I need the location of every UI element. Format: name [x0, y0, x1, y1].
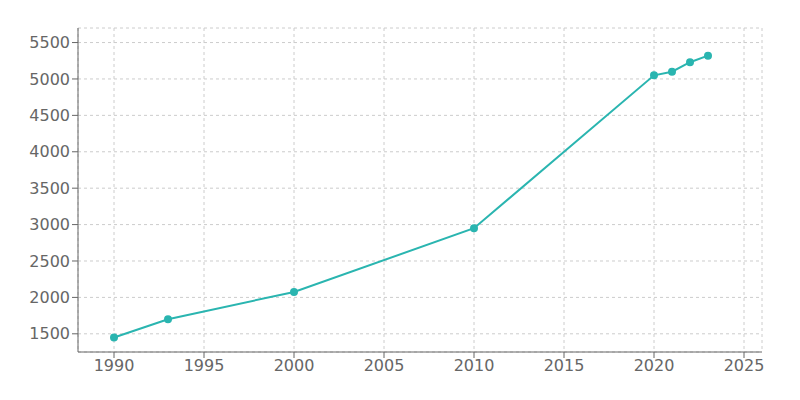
svg-text:5000: 5000	[29, 70, 70, 89]
svg-text:4500: 4500	[29, 106, 70, 125]
svg-text:4000: 4000	[29, 142, 70, 161]
svg-text:2020: 2020	[634, 356, 675, 375]
svg-text:5500: 5500	[29, 33, 70, 52]
svg-text:2010: 2010	[454, 356, 495, 375]
svg-text:2000: 2000	[29, 288, 70, 307]
svg-text:1990: 1990	[94, 356, 135, 375]
svg-text:2500: 2500	[29, 252, 70, 271]
svg-text:3000: 3000	[29, 215, 70, 234]
svg-text:2025: 2025	[724, 356, 765, 375]
svg-text:1995: 1995	[184, 356, 225, 375]
svg-text:2000: 2000	[274, 356, 315, 375]
svg-text:2015: 2015	[544, 356, 585, 375]
svg-text:2005: 2005	[364, 356, 405, 375]
svg-text:3500: 3500	[29, 179, 70, 198]
svg-text:1500: 1500	[29, 324, 70, 343]
